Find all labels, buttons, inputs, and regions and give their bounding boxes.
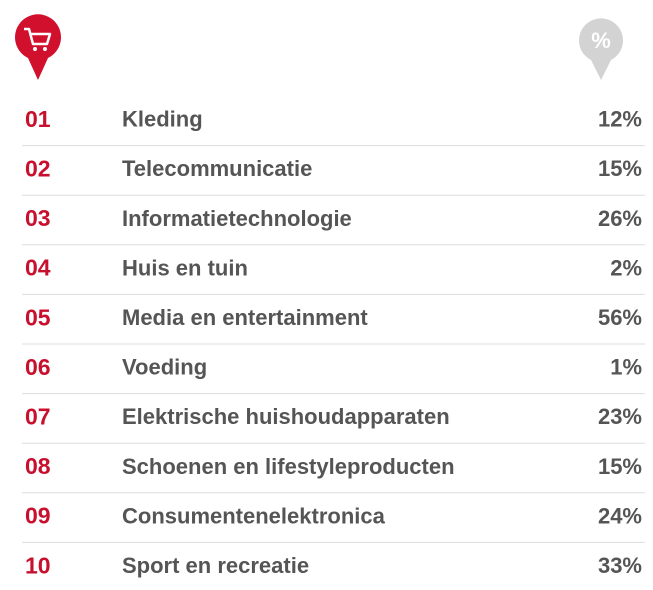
category: Huis en tuin (122, 255, 248, 280)
percentage: 12% (598, 107, 642, 132)
cart-icon (15, 14, 62, 80)
percentage: 15% (598, 454, 642, 479)
percent-symbol: % (591, 28, 611, 53)
rank: 06 (25, 354, 51, 380)
category: Kleding (122, 107, 203, 132)
percentage: 56% (598, 305, 642, 330)
rank: 03 (25, 205, 51, 231)
percentage: 24% (598, 503, 642, 528)
rank: 02 (25, 155, 51, 181)
percentage: 26% (598, 206, 642, 231)
rank: 09 (25, 503, 51, 529)
rank: 10 (25, 552, 51, 578)
category: Schoenen en lifestyleproducten (122, 454, 455, 479)
category: Voeding (122, 355, 207, 380)
rank: 05 (25, 304, 51, 330)
percentage: 15% (598, 156, 642, 181)
category: Informatietechnologie (122, 206, 352, 231)
category: Consumentenelektronica (122, 503, 386, 528)
percentage: 2% (610, 255, 642, 280)
category: Media en entertainment (122, 305, 368, 330)
category: Telecommunicatie (122, 156, 312, 181)
rank: 04 (25, 255, 51, 281)
rank: 01 (25, 106, 51, 132)
category: Sport en recreatie (122, 553, 309, 578)
percentage: 1% (610, 355, 642, 380)
rank: 07 (25, 403, 51, 429)
rank: 08 (25, 453, 51, 479)
percentage: 33% (598, 553, 642, 578)
category: Elektrische huishoudapparaten (122, 404, 450, 429)
percentage: 23% (598, 404, 642, 429)
percent-icon: % (579, 18, 623, 80)
